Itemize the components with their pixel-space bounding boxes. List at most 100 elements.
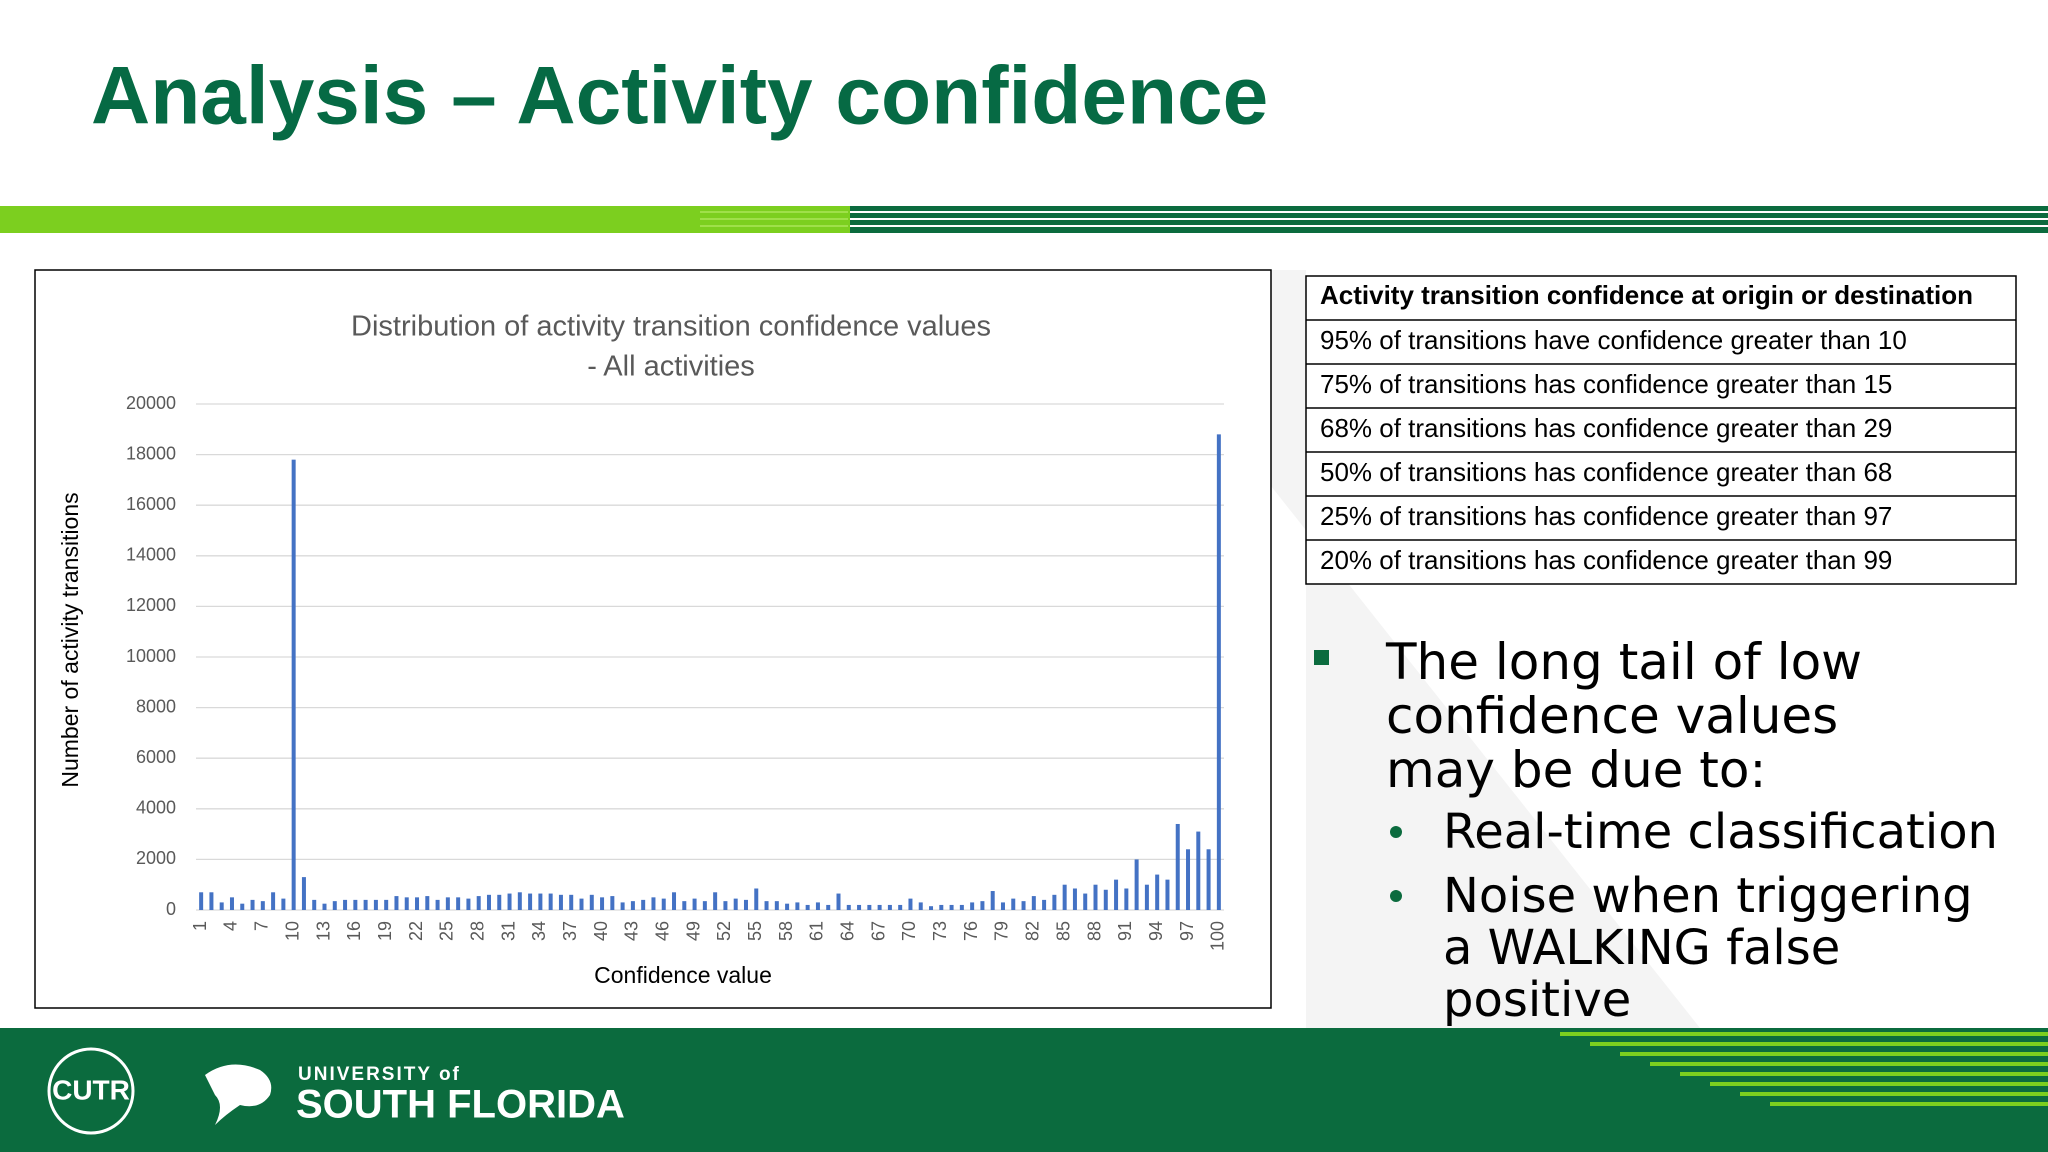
bar: [1083, 893, 1088, 910]
x-tick-label: 4: [221, 921, 241, 931]
sub-bullet-text: Real-time classification: [1443, 804, 1998, 860]
slide-title: Analysis – Activity confidence: [91, 51, 1268, 142]
bar: [445, 897, 450, 910]
bar: [764, 901, 769, 910]
bar: [1216, 434, 1221, 910]
table-cell: 75% of transitions has confidence greate…: [1320, 369, 1892, 399]
bar: [846, 904, 851, 910]
cutr-logo: CUTR: [52, 1074, 130, 1105]
bar: [1124, 888, 1129, 910]
bar: [528, 893, 533, 910]
bar: [456, 897, 461, 910]
sub-bullet-dot: [1390, 826, 1402, 838]
bullet-square: [1314, 650, 1329, 665]
bar: [1155, 874, 1160, 910]
bar: [682, 901, 687, 910]
y-tick-label: 8000: [136, 696, 176, 716]
bar: [1052, 894, 1057, 910]
bar: [600, 897, 605, 910]
table-header: Activity transition confidence at origin…: [1320, 280, 1973, 310]
university-label: UNIVERSITY of: [298, 1064, 461, 1085]
y-tick-label: 20000: [126, 393, 176, 413]
bar: [558, 894, 563, 910]
bar: [1165, 879, 1170, 910]
x-tick-label: 70: [899, 921, 919, 941]
bar: [1042, 899, 1047, 910]
x-tick-label: 82: [1023, 921, 1043, 941]
bar: [918, 902, 923, 910]
bar: [538, 893, 543, 910]
bar: [569, 894, 574, 910]
bar: [836, 893, 841, 910]
x-tick-label: 40: [591, 921, 611, 941]
bar: [641, 899, 646, 910]
bar: [692, 898, 697, 910]
bar: [980, 901, 985, 910]
bar: [908, 898, 913, 910]
bar: [1175, 823, 1180, 910]
bar: [291, 459, 296, 910]
bar: [1134, 859, 1139, 910]
bar: [672, 892, 677, 910]
x-tick-label: 49: [683, 921, 703, 941]
x-tick-label: 25: [437, 921, 457, 941]
x-tick-label: 43: [622, 921, 642, 941]
table-cell: 68% of transitions has confidence greate…: [1320, 413, 1892, 443]
bar: [229, 897, 234, 910]
x-tick-label: 91: [1115, 921, 1135, 941]
bar: [795, 902, 800, 910]
bar: [1000, 902, 1005, 910]
bull-logo: [205, 1064, 272, 1125]
bar: [867, 904, 872, 910]
bar: [548, 893, 553, 910]
bar: [620, 902, 625, 910]
bar: [1196, 831, 1201, 910]
bar: [1206, 849, 1211, 910]
bar: [939, 904, 944, 910]
bar: [353, 899, 358, 910]
top-stripe-lines: [850, 206, 2048, 233]
x-tick-label: 85: [1053, 921, 1073, 941]
bar: [384, 899, 389, 910]
bar: [486, 894, 491, 910]
footer-band: [0, 1028, 2048, 1152]
bar: [733, 898, 738, 910]
bar: [322, 903, 327, 910]
bar: [425, 896, 430, 910]
x-tick-label: 100: [1208, 921, 1228, 951]
chart-title: Distribution of activity transition conf…: [351, 311, 991, 343]
y-tick-label: 2000: [136, 848, 176, 868]
bar: [815, 902, 820, 910]
x-tick-label: 58: [776, 921, 796, 941]
table-frame: [1305, 275, 2017, 585]
bar: [898, 904, 903, 910]
bar: [281, 898, 286, 910]
bar: [507, 893, 512, 910]
bar: [497, 894, 502, 910]
x-tick-label: 1: [190, 921, 210, 931]
bar: [394, 896, 399, 910]
x-tick-label: 10: [282, 921, 302, 941]
x-tick-label: 19: [375, 921, 395, 941]
y-tick-label: 18000: [126, 443, 176, 463]
bar: [373, 899, 378, 910]
bar: [857, 904, 862, 910]
bar: [1011, 898, 1016, 910]
top-stripe-fade: [700, 211, 848, 227]
bar: [1031, 896, 1036, 910]
university-name: SOUTH FLORIDA: [296, 1083, 625, 1127]
x-tick-label: 28: [467, 921, 487, 941]
y-tick-label: 12000: [126, 595, 176, 615]
x-tick-label: 61: [807, 921, 827, 941]
bar: [209, 892, 214, 910]
bar: [1103, 889, 1108, 910]
bar: [1072, 888, 1077, 910]
bar: [743, 899, 748, 910]
x-tick-label: 73: [930, 921, 950, 941]
bar: [877, 904, 882, 910]
table-cell: 50% of transitions has confidence greate…: [1320, 457, 1892, 487]
bar: [949, 904, 954, 910]
table-cell: 20% of transitions has confidence greate…: [1320, 545, 1892, 575]
